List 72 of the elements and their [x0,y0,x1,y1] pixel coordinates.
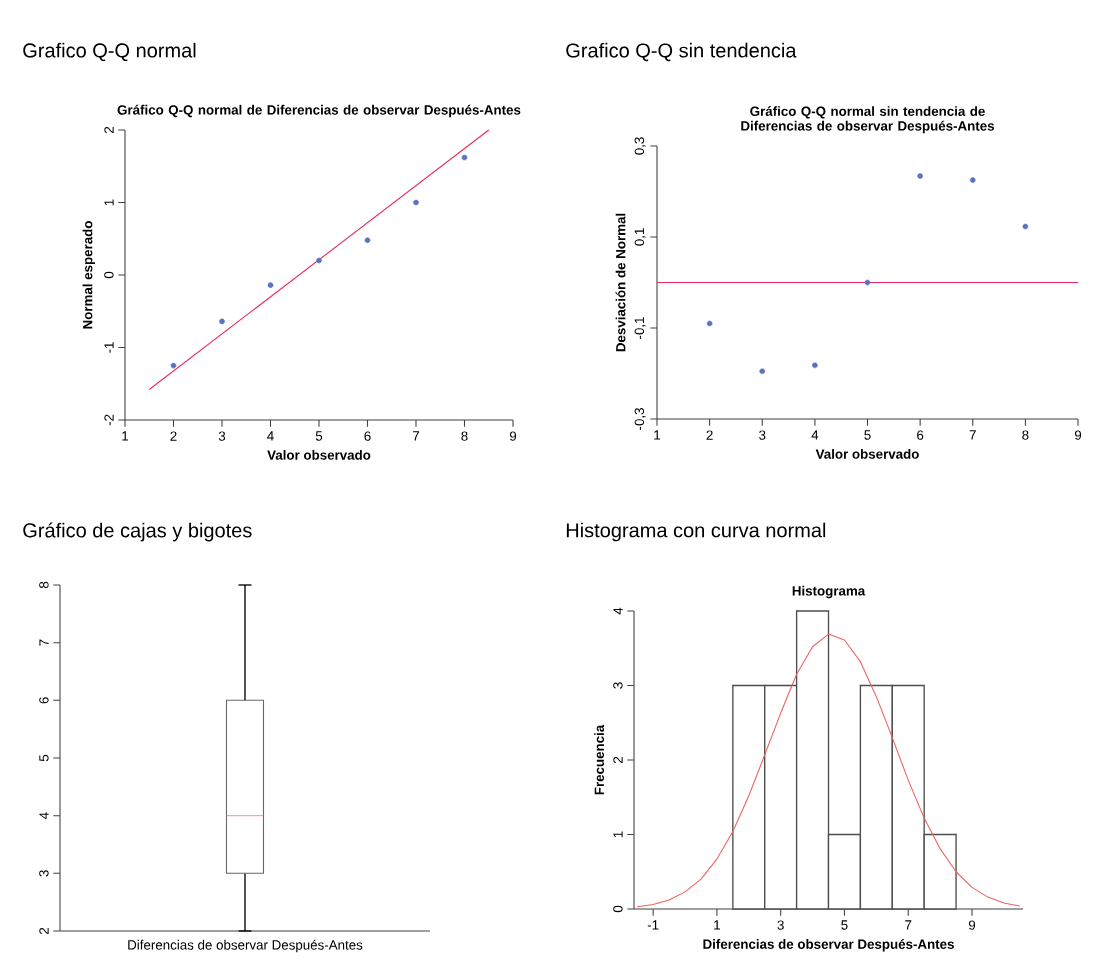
point [917,173,923,179]
x-tick-label: 5 [864,430,871,440]
x-tick-label: 7 [412,431,420,441]
y-tick-label: 2 [613,756,623,764]
chart-title: Grafico Q-Q normal [23,42,196,62]
y-tick-label: 2 [39,927,49,935]
y-tick-label: 3 [613,682,623,689]
point [267,282,274,288]
y-tick-label: 4 [613,607,623,615]
x-tick-label: 7 [905,920,912,930]
y-tick-label: 6 [39,697,49,704]
point [706,320,713,327]
y-axis-title: Desviación de Normal [615,213,626,352]
point [316,257,322,264]
y-tick-label: 0,3 [634,137,646,155]
y-tick-label: -1 [104,342,114,353]
x-tick-label: 2 [706,430,713,440]
y-tick-label: 3 [39,870,49,877]
point [759,368,766,375]
y-tick-label: 7 [39,639,49,646]
y-tick-label: -0,3 [634,408,646,430]
x-tick-label: 1 [714,920,720,930]
x-tick-label: 9 [1074,430,1082,440]
y-tick-label: 8 [39,581,49,589]
point [413,199,419,206]
x-axis-title: Valor observado [267,449,371,460]
point [364,237,371,243]
y-tick-label: -2 [104,414,114,426]
x-tick-label: 8 [1022,430,1029,440]
x-tick-label: 2 [170,431,177,441]
x-tick-label: 7 [969,430,976,440]
x-tick-label: 3 [759,430,766,440]
x-axis-title: Diferencias de observar Después-Antes [703,938,954,952]
y-tick-label: 0,1 [634,228,646,246]
chart-subtitle: Histograma [792,585,866,599]
y-axis-title: Frecuencia [594,724,605,795]
x-tick-label: 3 [218,431,226,441]
chart-title: Gráfico de cajas y bigotes [23,522,252,542]
point [170,362,177,369]
x-tick-label: 5 [315,431,323,441]
x-tick-label: -1 [647,920,659,930]
y-tick-label: 4 [39,812,49,820]
x-tick-label: 4 [811,430,819,440]
point [1022,223,1029,230]
point [219,318,225,325]
y-tick-label: 5 [39,754,49,762]
y-tick-label: 0 [613,905,623,913]
chart-title: Grafico Q-Q sin tendencia [566,42,797,62]
x-tick-label: 9 [968,920,976,930]
x-tick-label: 6 [364,431,371,441]
x-tick-label: 1 [122,431,129,441]
point [864,279,871,286]
chart-title: Histograma con curva normal [566,522,826,542]
x-tick-label: 3 [777,920,784,930]
point [461,154,468,161]
point [969,177,976,183]
y-tick-label: 1 [104,199,114,206]
point [812,362,818,369]
y-tick-label: 1 [613,831,623,838]
x-axis-title: Valor observado [815,448,919,459]
x-tick-label: 1 [654,430,661,440]
x-tick-label: 4 [267,431,274,441]
y-tick-label: 2 [104,126,114,134]
y-tick-label: 0 [104,271,114,279]
x-tick-label: 9 [509,431,517,441]
x-tick-label: 6 [917,430,924,440]
x-tick-label: 8 [461,431,468,441]
y-axis-title: Normal esperado [82,221,96,329]
x-tick-label: 5 [841,920,848,930]
chart-subtitle: Gráfico Q-Q normal sin tendencia de Diferencias de observar Después-Antes [741,106,995,134]
chart-subtitle: Gráfico Q-Q normal de Diferencias de observar Después-Antes [117,104,521,118]
y-tick-label: -0,1 [634,317,646,339]
